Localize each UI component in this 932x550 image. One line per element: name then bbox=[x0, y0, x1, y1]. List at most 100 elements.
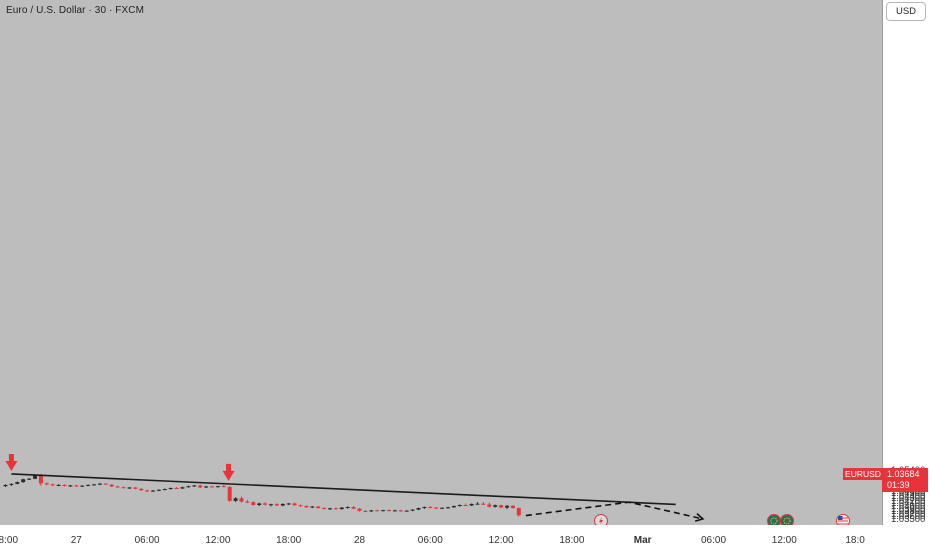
currency-button[interactable]: USD bbox=[886, 2, 926, 21]
candle-up bbox=[404, 510, 409, 512]
projection-path[interactable] bbox=[525, 501, 704, 520]
candle-up bbox=[21, 479, 26, 483]
candle-up bbox=[68, 485, 73, 487]
candle-down bbox=[428, 507, 433, 509]
candle-down bbox=[115, 486, 120, 488]
candle-up bbox=[493, 505, 498, 507]
candle-up bbox=[422, 507, 427, 509]
down-arrow-icon bbox=[5, 453, 18, 471]
candle-up bbox=[233, 498, 238, 501]
candle-down bbox=[227, 486, 232, 501]
candle-up bbox=[451, 506, 456, 508]
candle-up bbox=[440, 507, 445, 509]
candle-up bbox=[215, 486, 220, 488]
plot-area[interactable]: Euro / U.S. Dollar · 30 · FXCM bbox=[0, 0, 882, 525]
candle-down bbox=[387, 510, 391, 512]
eu-flag-icon[interactable] bbox=[767, 514, 781, 526]
time-tick-label: 06:00 bbox=[417, 535, 443, 546]
candle-up bbox=[56, 484, 61, 486]
candle-up bbox=[33, 474, 37, 479]
candle-up bbox=[180, 487, 185, 489]
time-tick-label: 18:0 bbox=[845, 535, 865, 546]
price-tick-label: 1.03600 bbox=[891, 511, 926, 523]
candle-down bbox=[62, 484, 67, 486]
last-price-value: 1.03684 bbox=[887, 469, 920, 479]
candle-up bbox=[97, 483, 102, 485]
bar-countdown: 01:39 bbox=[887, 480, 910, 490]
time-tick-label: 06:00 bbox=[700, 535, 727, 546]
candle-up bbox=[92, 484, 96, 486]
flash-glyph bbox=[599, 517, 603, 525]
candle-down bbox=[139, 488, 144, 491]
candle-up bbox=[3, 484, 8, 487]
time-tick-label: 06:00 bbox=[134, 535, 160, 546]
candle-down bbox=[103, 483, 108, 485]
candle-up bbox=[505, 505, 509, 508]
us-canton bbox=[838, 516, 843, 520]
time-tick-label: 18:00 bbox=[0, 535, 19, 546]
candle-up bbox=[416, 508, 421, 510]
candle-up bbox=[410, 509, 415, 511]
eu-flag-icon[interactable] bbox=[780, 514, 794, 526]
time-axis[interactable]: 18:00 27 06:00 12:00 18:00 28 06:00 12:00 18:00 M… bbox=[0, 525, 932, 550]
price-tick-label: 1.04300 bbox=[891, 493, 926, 505]
candle-down bbox=[487, 504, 492, 507]
candle-down bbox=[292, 503, 297, 506]
candle-down bbox=[174, 488, 179, 490]
price-tick-label: 1.04400 bbox=[891, 490, 926, 502]
candle-up bbox=[9, 483, 14, 485]
price-tick-label: 1.04000 bbox=[891, 501, 926, 513]
candle-up bbox=[80, 485, 85, 487]
eu-stars bbox=[770, 517, 778, 525]
candle-up bbox=[168, 488, 173, 490]
candle-down bbox=[333, 508, 338, 510]
candle-up bbox=[280, 503, 285, 506]
candle-up bbox=[27, 478, 32, 480]
candle-up bbox=[192, 485, 197, 487]
price-tick-label: 1.03900 bbox=[891, 503, 926, 515]
candle-up bbox=[369, 510, 374, 512]
candle-down bbox=[133, 487, 138, 489]
candle-up bbox=[381, 510, 386, 512]
candle-up bbox=[86, 484, 91, 486]
candle-down bbox=[499, 505, 504, 508]
last-price-label: 1.03684 01:39 bbox=[882, 468, 928, 492]
candle-up bbox=[310, 506, 315, 508]
candle-down bbox=[516, 508, 521, 516]
candle-down bbox=[145, 490, 150, 492]
candle-down bbox=[263, 503, 268, 505]
candle-up bbox=[475, 503, 480, 505]
candle-down bbox=[74, 485, 79, 487]
candle-down bbox=[109, 484, 114, 487]
candle-down bbox=[304, 506, 309, 508]
time-tick-label: 18:00 bbox=[559, 535, 585, 546]
price-chart[interactable] bbox=[0, 0, 882, 525]
time-tick-label: 28 bbox=[353, 535, 366, 546]
candle-down bbox=[251, 502, 256, 505]
time-tick-label: 27 bbox=[70, 535, 82, 546]
candle-up bbox=[257, 503, 262, 505]
candle-down bbox=[481, 503, 486, 505]
candle-down bbox=[316, 506, 321, 509]
price-tick-label: 1.03700 bbox=[891, 508, 926, 520]
candle-down bbox=[221, 486, 226, 488]
time-tick-label: 12:00 bbox=[771, 535, 797, 546]
candle-up bbox=[457, 504, 462, 507]
candle-up bbox=[186, 486, 191, 488]
price-axis[interactable]: 1.03500 1.03600 1.03700 1.03800 1.03900 1.040… bbox=[882, 0, 932, 525]
candle-down bbox=[245, 501, 250, 503]
trendline[interactable] bbox=[11, 473, 676, 506]
candle-down bbox=[210, 486, 214, 488]
price-tick-label: 1.03500 bbox=[891, 513, 926, 525]
candle-up bbox=[286, 503, 291, 505]
candle-up bbox=[328, 508, 332, 510]
candle-down bbox=[239, 498, 244, 502]
candle-up bbox=[269, 504, 273, 506]
candle-up bbox=[469, 503, 474, 506]
candle-down bbox=[510, 505, 515, 509]
candle-up bbox=[392, 510, 397, 512]
candle-up bbox=[15, 482, 20, 484]
price-tick-label: 1.04100 bbox=[891, 498, 926, 510]
symbol-label: EURUSD bbox=[843, 468, 883, 480]
